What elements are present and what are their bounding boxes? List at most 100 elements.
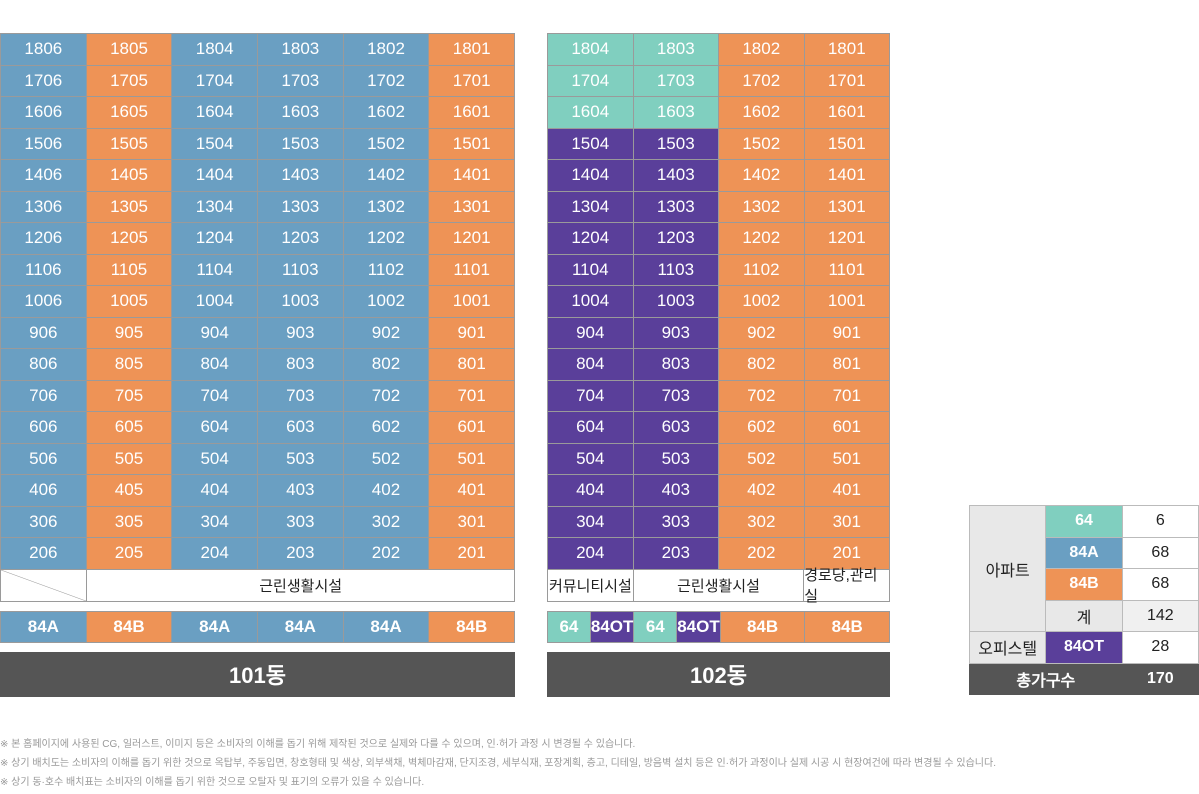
unit-cell[interactable]: 1305 xyxy=(86,191,173,223)
unit-cell[interactable]: 1506 xyxy=(1,128,87,160)
unit-cell[interactable]: 502 xyxy=(719,443,805,475)
unit-cell[interactable]: 1002 xyxy=(343,286,430,318)
unit-cell[interactable]: 1203 xyxy=(633,223,719,255)
unit-cell[interactable]: 703 xyxy=(633,380,719,412)
unit-cell[interactable]: 1104 xyxy=(548,254,634,286)
unit-cell[interactable]: 1002 xyxy=(719,286,805,318)
unit-cell[interactable]: 603 xyxy=(633,412,719,444)
unit-cell[interactable]: 702 xyxy=(343,380,430,412)
unit-cell[interactable]: 704 xyxy=(172,380,258,412)
unit-cell[interactable]: 1401 xyxy=(804,160,890,192)
unit-cell[interactable]: 1502 xyxy=(719,128,805,160)
unit-cell[interactable]: 504 xyxy=(548,443,634,475)
unit-cell[interactable]: 502 xyxy=(343,443,430,475)
unit-cell[interactable]: 803 xyxy=(633,349,719,381)
unit-cell[interactable]: 1001 xyxy=(429,286,515,318)
unit-cell[interactable]: 803 xyxy=(257,349,344,381)
unit-cell[interactable]: 604 xyxy=(172,412,258,444)
unit-cell[interactable]: 201 xyxy=(429,538,515,570)
unit-cell[interactable]: 1206 xyxy=(1,223,87,255)
unit-cell[interactable]: 405 xyxy=(86,475,173,507)
unit-cell[interactable]: 1702 xyxy=(343,65,430,97)
unit-cell[interactable]: 1203 xyxy=(257,223,344,255)
unit-cell[interactable]: 1701 xyxy=(804,65,890,97)
unit-cell[interactable]: 1805 xyxy=(86,34,173,66)
unit-cell[interactable]: 1502 xyxy=(343,128,430,160)
unit-cell[interactable]: 1704 xyxy=(548,65,634,97)
unit-cell[interactable]: 1101 xyxy=(804,254,890,286)
unit-cell[interactable]: 802 xyxy=(719,349,805,381)
unit-cell[interactable]: 1705 xyxy=(86,65,173,97)
unit-cell[interactable]: 505 xyxy=(86,443,173,475)
unit-cell[interactable]: 1004 xyxy=(172,286,258,318)
unit-cell[interactable]: 1601 xyxy=(429,97,515,129)
unit-cell[interactable]: 901 xyxy=(804,317,890,349)
unit-cell[interactable]: 1003 xyxy=(633,286,719,318)
unit-cell[interactable]: 1803 xyxy=(257,34,344,66)
unit-cell[interactable]: 506 xyxy=(1,443,87,475)
unit-cell[interactable]: 1003 xyxy=(257,286,344,318)
unit-cell[interactable]: 1706 xyxy=(1,65,87,97)
unit-cell[interactable]: 501 xyxy=(429,443,515,475)
unit-cell[interactable]: 406 xyxy=(1,475,87,507)
unit-cell[interactable]: 601 xyxy=(804,412,890,444)
unit-cell[interactable]: 403 xyxy=(633,475,719,507)
unit-cell[interactable]: 203 xyxy=(257,538,344,570)
unit-cell[interactable]: 503 xyxy=(633,443,719,475)
unit-cell[interactable]: 1406 xyxy=(1,160,87,192)
unit-cell[interactable]: 1703 xyxy=(257,65,344,97)
unit-cell[interactable]: 204 xyxy=(548,538,634,570)
unit-cell[interactable]: 705 xyxy=(86,380,173,412)
unit-cell[interactable]: 1603 xyxy=(257,97,344,129)
unit-cell[interactable]: 1401 xyxy=(429,160,515,192)
unit-cell[interactable]: 1804 xyxy=(548,34,634,66)
unit-cell[interactable]: 1601 xyxy=(804,97,890,129)
unit-cell[interactable]: 903 xyxy=(633,317,719,349)
unit-cell[interactable]: 1005 xyxy=(86,286,173,318)
unit-cell[interactable]: 206 xyxy=(1,538,87,570)
unit-cell[interactable]: 1703 xyxy=(633,65,719,97)
unit-cell[interactable]: 1201 xyxy=(804,223,890,255)
unit-cell[interactable]: 1202 xyxy=(719,223,805,255)
unit-cell[interactable]: 1102 xyxy=(343,254,430,286)
unit-cell[interactable]: 601 xyxy=(429,412,515,444)
unit-cell[interactable]: 1404 xyxy=(172,160,258,192)
unit-cell[interactable]: 205 xyxy=(86,538,173,570)
unit-cell[interactable]: 1006 xyxy=(1,286,87,318)
unit-cell[interactable]: 404 xyxy=(548,475,634,507)
unit-cell[interactable]: 304 xyxy=(172,506,258,538)
unit-cell[interactable]: 401 xyxy=(429,475,515,507)
unit-cell[interactable]: 305 xyxy=(86,506,173,538)
unit-cell[interactable]: 802 xyxy=(343,349,430,381)
unit-cell[interactable]: 1204 xyxy=(548,223,634,255)
unit-cell[interactable]: 801 xyxy=(804,349,890,381)
unit-cell[interactable]: 804 xyxy=(548,349,634,381)
unit-cell[interactable]: 402 xyxy=(343,475,430,507)
unit-cell[interactable]: 1802 xyxy=(719,34,805,66)
unit-cell[interactable]: 701 xyxy=(429,380,515,412)
unit-cell[interactable]: 906 xyxy=(1,317,87,349)
unit-cell[interactable]: 1402 xyxy=(719,160,805,192)
unit-cell[interactable]: 501 xyxy=(804,443,890,475)
unit-cell[interactable]: 902 xyxy=(343,317,430,349)
unit-cell[interactable]: 303 xyxy=(257,506,344,538)
unit-cell[interactable]: 1201 xyxy=(429,223,515,255)
unit-cell[interactable]: 1801 xyxy=(804,34,890,66)
unit-cell[interactable]: 703 xyxy=(257,380,344,412)
unit-cell[interactable]: 203 xyxy=(633,538,719,570)
unit-cell[interactable]: 1101 xyxy=(429,254,515,286)
unit-cell[interactable]: 404 xyxy=(172,475,258,507)
unit-cell[interactable]: 1702 xyxy=(719,65,805,97)
unit-cell[interactable]: 1505 xyxy=(86,128,173,160)
unit-cell[interactable]: 1106 xyxy=(1,254,87,286)
unit-cell[interactable]: 1102 xyxy=(719,254,805,286)
unit-cell[interactable]: 1004 xyxy=(548,286,634,318)
unit-cell[interactable]: 1301 xyxy=(429,191,515,223)
unit-cell[interactable]: 302 xyxy=(719,506,805,538)
unit-cell[interactable]: 1303 xyxy=(633,191,719,223)
unit-cell[interactable]: 605 xyxy=(86,412,173,444)
unit-cell[interactable]: 401 xyxy=(804,475,890,507)
unit-cell[interactable]: 1105 xyxy=(86,254,173,286)
unit-cell[interactable]: 1803 xyxy=(633,34,719,66)
unit-cell[interactable]: 1704 xyxy=(172,65,258,97)
